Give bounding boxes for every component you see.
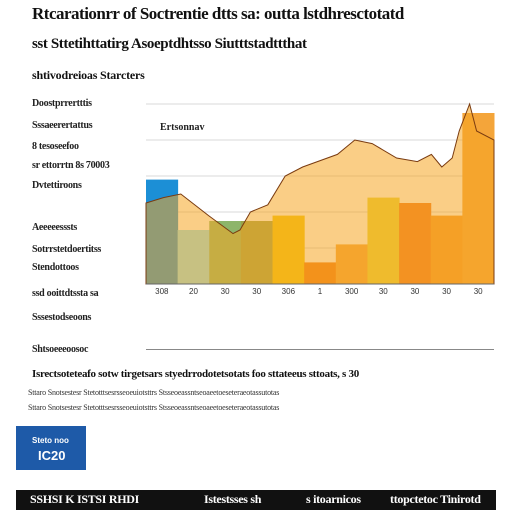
notes-line: Sttaro Snotsestesr Stetotttsesrsseoeuiot… bbox=[28, 388, 280, 397]
chart-inner-label: Ertsonnav bbox=[160, 122, 204, 133]
logo-text: IC20 bbox=[38, 448, 66, 463]
page-title: Rtcarationrr of Soctrentie dtts sa: outt… bbox=[32, 4, 404, 23]
footer-segment: SSHSI K ISTSI RHDI bbox=[30, 492, 139, 506]
sidebar-item: 8 tesoseefoo bbox=[32, 141, 79, 152]
x-tick-label: 308 bbox=[155, 287, 169, 296]
sidebar-item: ssd ooittdtssta sa bbox=[32, 288, 99, 299]
x-tick-label: 30 bbox=[221, 287, 230, 296]
sidebar-item: Doostprrertttis bbox=[32, 98, 92, 109]
sidebar-item: Dvtettiroons bbox=[32, 180, 82, 191]
sidebar-item: Aeeeeesssts bbox=[32, 222, 78, 233]
sidebar-item: Stendottoos bbox=[32, 262, 79, 273]
brand-logo: Steto noo IC20 bbox=[16, 426, 86, 470]
sidebar-item: Sotrrstetdoertitss bbox=[32, 244, 102, 255]
x-tick-label: 30 bbox=[410, 287, 419, 296]
sidebar-item: Sssaeerertattus bbox=[32, 120, 93, 131]
x-tick-label: 300 bbox=[345, 287, 359, 296]
notes-line: Isrectsoteteafo sotw tirgetsars styedrro… bbox=[32, 368, 359, 380]
notes-line: Sttaro Snotsestesr Stetotttsesrsseoeuiot… bbox=[28, 403, 280, 412]
divider bbox=[146, 349, 494, 350]
x-tick-label: 30 bbox=[379, 287, 388, 296]
footer-segment: Istestsses sh bbox=[204, 492, 262, 506]
x-tick-label: 30 bbox=[252, 287, 261, 296]
sidebar-item: Shtsoeeeoosoc bbox=[32, 344, 89, 355]
x-tick-label: 20 bbox=[189, 287, 198, 296]
sidebar-item: sr ettorrtn 8s 70003 bbox=[32, 160, 110, 171]
x-tick-label: 30 bbox=[442, 287, 451, 296]
footer-bar: SSHSI K ISTSI RHDI Istestsses sh s itoar… bbox=[16, 490, 496, 510]
x-tick-label: 306 bbox=[282, 287, 296, 296]
sidebar-item: Sssestodseoons bbox=[32, 312, 92, 323]
footer-segment: s itoarnicos bbox=[306, 492, 361, 506]
logo-text: Steto noo bbox=[32, 436, 69, 445]
footer-segment: ttopctetoc Tinirotd bbox=[390, 492, 481, 506]
chart-area bbox=[145, 102, 495, 285]
page-subheading: shtivodreioas Starcters bbox=[32, 68, 145, 82]
x-tick-label: 30 bbox=[474, 287, 483, 296]
page-subtitle: sst Sttetihttatirg Asoeptdhtsso Siutttst… bbox=[32, 36, 307, 52]
x-tick-label: 1 bbox=[318, 287, 323, 296]
